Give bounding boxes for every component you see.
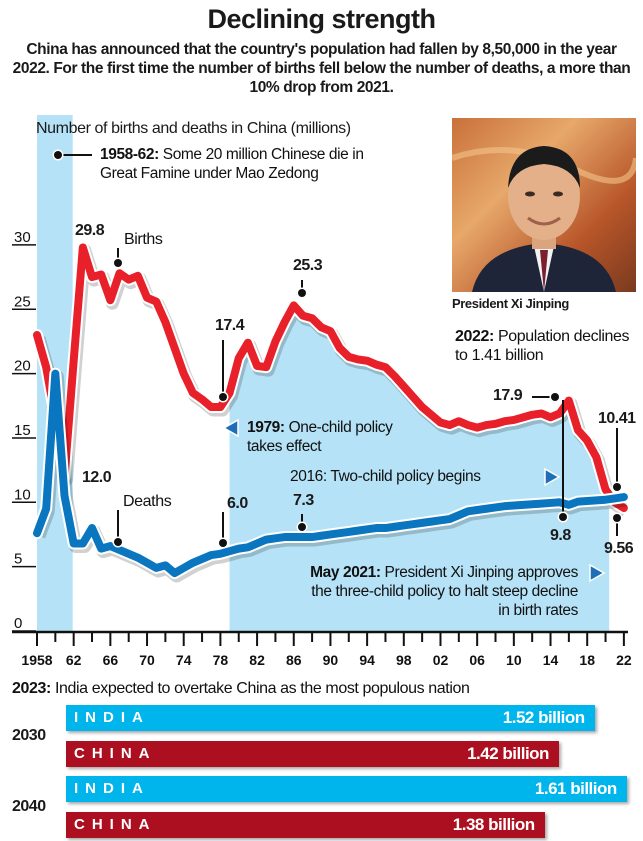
page-subtitle: China has announced that the country's p… bbox=[12, 41, 631, 96]
y-tick-label: 30 bbox=[14, 229, 31, 246]
population-annotation: 2022: Population declines to 1.41 billio… bbox=[455, 327, 640, 365]
three-child-annotation: May 2021: President Xi Jinping approves … bbox=[300, 563, 578, 620]
two-child-arrow-icon bbox=[544, 467, 561, 487]
bar-country: INDIA bbox=[74, 709, 150, 726]
bar-india-2030: INDIA 1.52 billion bbox=[66, 705, 595, 731]
x-tick-label: 62 bbox=[66, 652, 82, 668]
x-tick-label: 70 bbox=[139, 652, 155, 668]
bar-value: 1.61 billion bbox=[534, 779, 617, 798]
deaths-2022-label: 10.41 bbox=[598, 410, 636, 427]
one-child-text: One-child policy takes effect bbox=[247, 419, 393, 455]
population-year: 2022: bbox=[455, 328, 494, 345]
births-line bbox=[33, 243, 628, 512]
three-child-arrow-icon bbox=[589, 563, 606, 583]
deaths-line bbox=[33, 369, 628, 578]
bar-value: 1.38 billion bbox=[452, 815, 535, 834]
deaths-dot bbox=[114, 538, 122, 546]
y-tick-label: 5 bbox=[14, 551, 22, 568]
bar-country: CHINA bbox=[74, 816, 157, 833]
v9-dot bbox=[613, 483, 621, 491]
bar-title-text: India expected to overtake China as the … bbox=[50, 680, 470, 697]
x-tick-label: 90 bbox=[323, 652, 339, 668]
population-text: Population declines to 1.41 billion bbox=[455, 328, 630, 364]
v10-dot bbox=[613, 514, 621, 522]
bar-china-2040: CHINA 1.38 billion bbox=[66, 812, 545, 838]
births-1978-label: 17.4 bbox=[215, 317, 245, 334]
y-tick-label: 15 bbox=[14, 422, 31, 439]
deaths-1986-label: 7.3 bbox=[293, 492, 314, 509]
x-tick-label: 82 bbox=[249, 652, 265, 668]
x-tick-label: 06 bbox=[469, 652, 485, 668]
one-child-year: 1979: bbox=[247, 419, 285, 436]
births-2022-label: 9.56 bbox=[604, 540, 634, 557]
bar-section-title: 2023: India expected to overtake China a… bbox=[12, 679, 470, 698]
x-tick-label: 98 bbox=[396, 652, 412, 668]
v8-dot bbox=[559, 513, 567, 521]
v4-dot bbox=[298, 289, 306, 297]
births-series-label: Births bbox=[124, 231, 163, 248]
births-2016-label: 17.9 bbox=[493, 387, 523, 404]
births-dot bbox=[114, 259, 122, 267]
bar-country: INDIA bbox=[74, 780, 150, 797]
portrait-photo bbox=[452, 118, 636, 292]
famine-dot bbox=[54, 151, 62, 159]
births-low-label: 12.0 bbox=[82, 469, 112, 486]
bar-value: 1.42 billion bbox=[467, 744, 549, 763]
v3-dot bbox=[219, 393, 227, 401]
famine-annotation: 1958-62: Some 20 million Chinese die in … bbox=[100, 145, 400, 183]
year-label-2040: 2040 bbox=[12, 798, 46, 815]
portrait-illustration bbox=[452, 146, 636, 292]
chart-title: Number of births and deaths in China (mi… bbox=[36, 120, 351, 137]
y-tick-label: 25 bbox=[14, 293, 31, 310]
x-tick-label: 94 bbox=[359, 652, 375, 668]
deaths-1978-label: 6.0 bbox=[227, 495, 248, 512]
bar-country: CHINA bbox=[74, 745, 157, 762]
x-tick-label: 02 bbox=[433, 652, 449, 668]
x-tick-label: 18 bbox=[579, 652, 595, 668]
page-title: Declining strength bbox=[207, 4, 436, 34]
bar-title-year: 2023: bbox=[12, 680, 51, 697]
x-tick-label: 86 bbox=[286, 652, 302, 668]
deaths-2016-label: 9.8 bbox=[550, 527, 571, 544]
photo-caption: President Xi Jinping bbox=[452, 296, 569, 311]
births-1986-label: 25.3 bbox=[293, 257, 323, 274]
three-child-text: President Xi Jinping approves the three-… bbox=[311, 564, 578, 619]
bar-china-2030: CHINA 1.42 billion bbox=[66, 741, 559, 767]
famine-text: Some 20 million Chinese die in Great Fam… bbox=[100, 146, 364, 182]
x-tick-label: 10 bbox=[506, 652, 522, 668]
v7-dot bbox=[551, 393, 559, 401]
bar-value: 1.52 billion bbox=[502, 708, 585, 727]
one-child-arrow-icon bbox=[222, 418, 239, 438]
x-tick-label: 22 bbox=[616, 652, 632, 668]
year-label-2030: 2030 bbox=[12, 727, 46, 744]
v5-dot bbox=[219, 539, 227, 547]
bar-india-2040: INDIA 1.61 billion bbox=[66, 776, 627, 802]
births-peak-label: 29.8 bbox=[75, 222, 105, 239]
x-tick-label: 78 bbox=[213, 652, 229, 668]
v6-dot bbox=[298, 523, 306, 531]
two-child-annotation: 2016: Two-child policy begins bbox=[290, 468, 481, 485]
y-tick-label: 10 bbox=[14, 486, 31, 503]
three-child-date: May 2021: bbox=[310, 564, 381, 581]
one-child-annotation: 1979: One-child policy takes effect bbox=[247, 418, 427, 456]
x-tick-label: 1958 bbox=[21, 652, 52, 668]
x-tick-label: 66 bbox=[103, 652, 119, 668]
y-tick-label: 0 bbox=[14, 615, 22, 632]
deaths-series-label: Deaths bbox=[123, 493, 172, 510]
x-tick-label: 14 bbox=[543, 652, 559, 668]
famine-shade-top bbox=[37, 115, 73, 145]
y-tick-label: 20 bbox=[14, 358, 31, 375]
x-tick-label: 74 bbox=[176, 652, 192, 668]
famine-year: 1958-62: bbox=[100, 146, 159, 163]
policy-era-shade bbox=[229, 305, 610, 631]
